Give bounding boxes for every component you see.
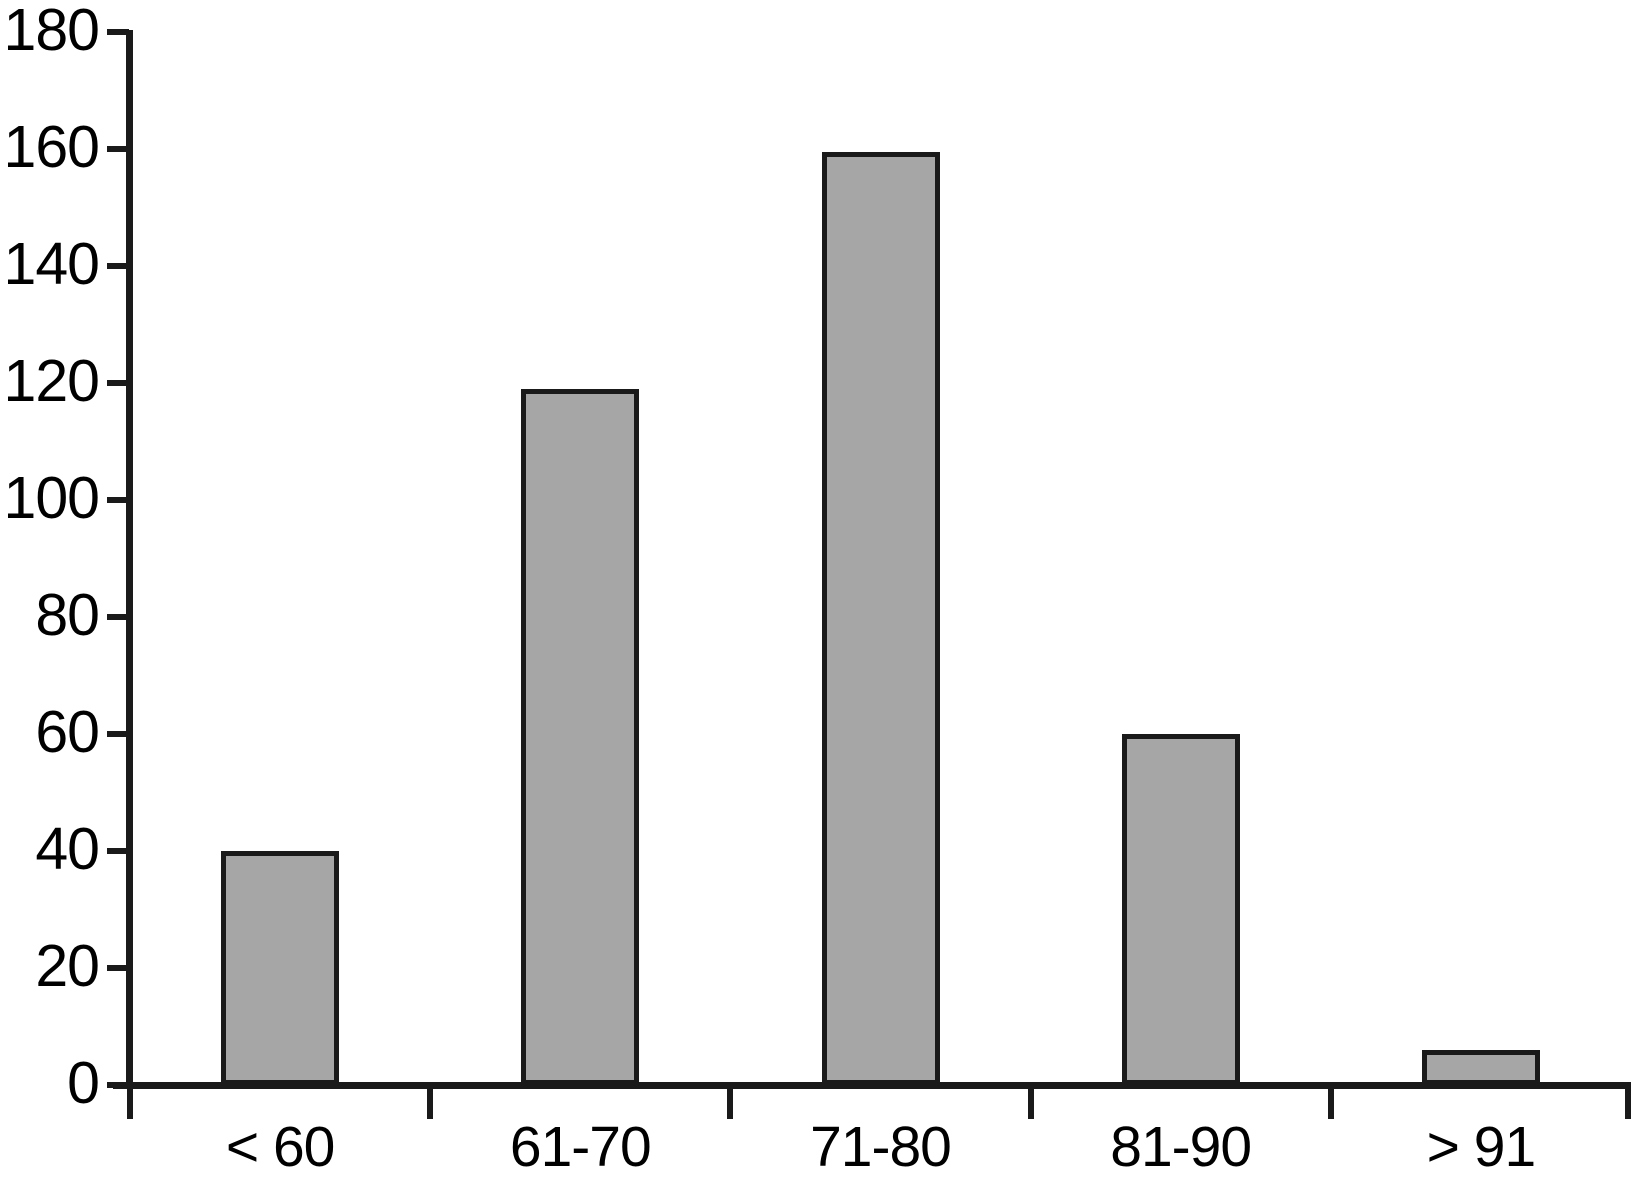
y-axis-tick-label: 20 — [35, 933, 100, 999]
y-axis-tick — [107, 29, 129, 35]
y-axis-tick — [107, 497, 129, 503]
y-axis-tick — [107, 614, 129, 620]
y-axis-tick — [107, 263, 129, 269]
y-axis-tick-label: 180 — [3, 0, 100, 63]
y-axis-tick-label: 0 — [67, 1050, 100, 1116]
bar — [821, 151, 940, 1085]
y-axis-tick — [107, 965, 129, 971]
y-axis-tick-label: 160 — [3, 114, 100, 180]
x-axis-tick — [1625, 1088, 1631, 1119]
y-axis-tick — [107, 146, 129, 152]
x-axis-category-label: > 91 — [1426, 1115, 1537, 1179]
bar — [1421, 1049, 1540, 1085]
y-axis-tick-label: 60 — [35, 699, 100, 765]
y-axis-line — [126, 30, 133, 1089]
y-axis-tick-label: 40 — [35, 816, 100, 882]
y-axis-tick-label: 100 — [3, 465, 100, 531]
x-axis-tick — [1027, 1088, 1034, 1119]
x-axis-line — [113, 1082, 1631, 1089]
bar — [221, 851, 340, 1085]
y-axis-tick-label: 120 — [3, 348, 100, 414]
bar — [521, 388, 640, 1085]
x-axis-tick — [427, 1088, 434, 1119]
x-axis-tick — [727, 1088, 734, 1119]
bar — [1121, 734, 1240, 1085]
y-axis-tick-label: 140 — [3, 231, 100, 297]
x-axis-category-label: < 60 — [225, 1115, 336, 1179]
x-axis-tick — [1327, 1088, 1334, 1119]
x-axis-category-label: 71-80 — [810, 1115, 952, 1179]
x-axis-category-label: 61-70 — [509, 1115, 652, 1179]
y-axis-tick — [107, 731, 129, 737]
x-axis-category-label: 81-90 — [1110, 1115, 1252, 1179]
y-axis-tick — [107, 380, 129, 386]
y-axis-tick-label: 80 — [35, 582, 100, 648]
y-axis-tick — [107, 848, 129, 854]
x-axis-tick — [127, 1088, 133, 1119]
